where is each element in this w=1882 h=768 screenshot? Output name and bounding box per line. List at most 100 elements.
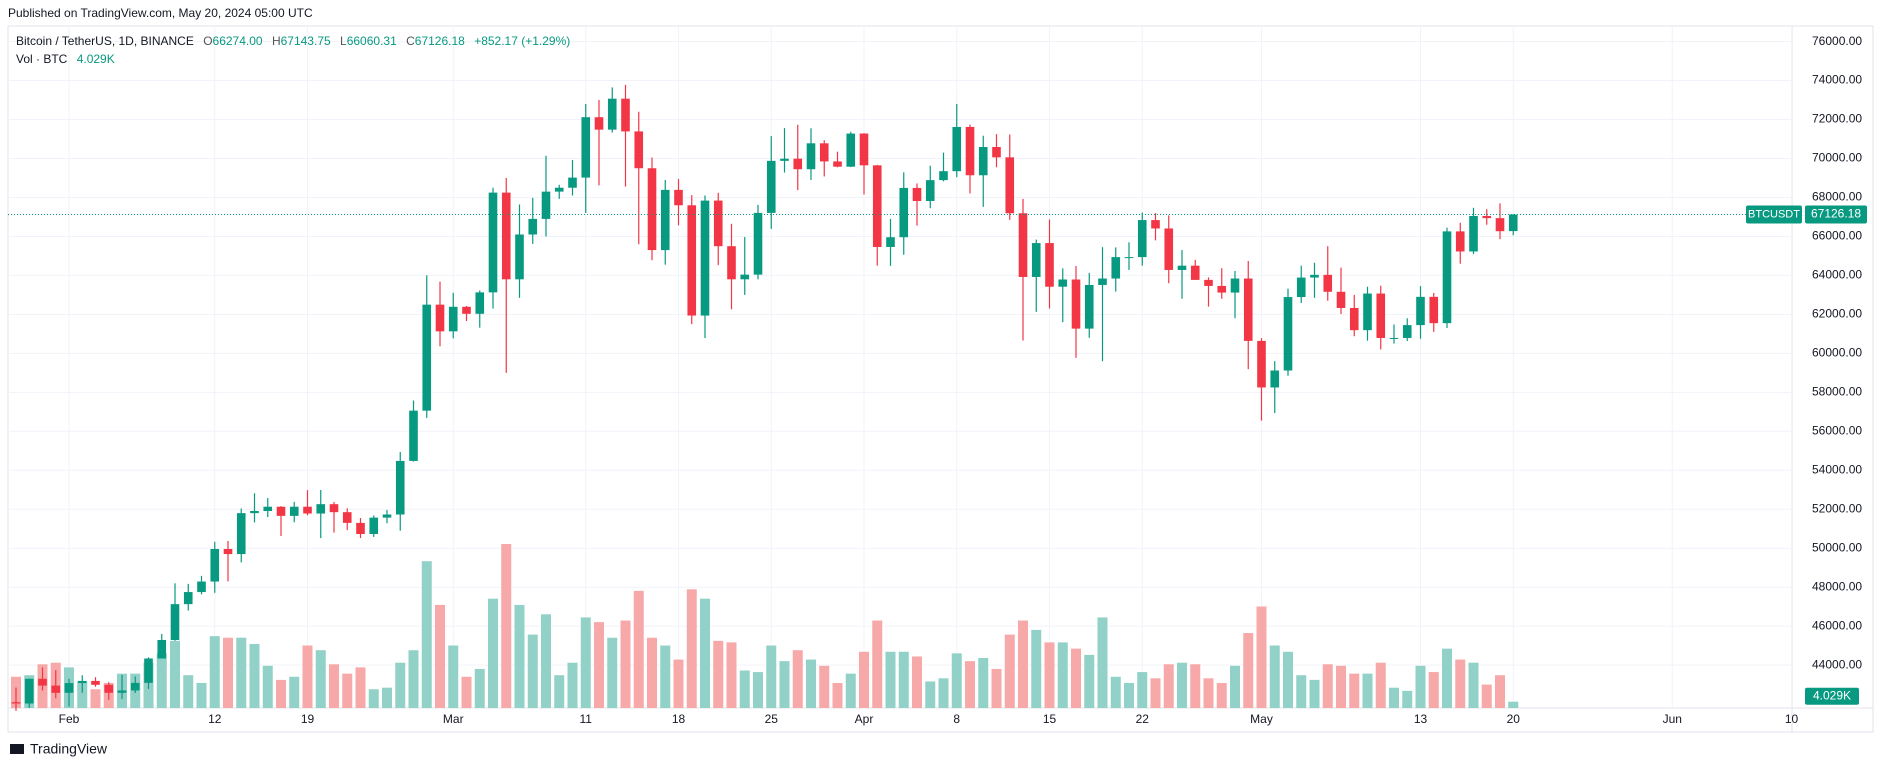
volume-bar bbox=[1481, 684, 1492, 708]
x-tick-label: 10 bbox=[1785, 712, 1799, 726]
volume-bar bbox=[408, 650, 419, 708]
candle-body bbox=[144, 658, 153, 683]
candle-body bbox=[846, 133, 856, 167]
candle-body bbox=[91, 680, 100, 685]
legend-close-label: C bbox=[406, 34, 415, 48]
y-tick-label: 66000.00 bbox=[1812, 229, 1862, 243]
volume-bar bbox=[594, 622, 604, 708]
candle-body bbox=[303, 506, 312, 514]
candle-body bbox=[992, 147, 1001, 158]
volume-bar bbox=[1004, 634, 1015, 708]
volume-bar bbox=[170, 640, 180, 708]
volume-bar bbox=[1336, 665, 1346, 708]
volume-bar bbox=[236, 637, 247, 708]
volume-bar bbox=[527, 634, 538, 708]
volume-bar bbox=[1455, 659, 1466, 708]
volume-bar bbox=[329, 664, 339, 708]
x-tick-label: 11 bbox=[580, 712, 593, 726]
candle-body bbox=[660, 189, 670, 251]
candle-body bbox=[700, 200, 710, 316]
volume-bar bbox=[686, 589, 697, 708]
candle-body bbox=[727, 246, 736, 280]
candle-body bbox=[38, 678, 47, 686]
y-tick-label: 48000.00 bbox=[1812, 579, 1862, 593]
legend-low-label: L bbox=[340, 34, 347, 48]
published-note: Published on TradingView.com, May 20, 20… bbox=[8, 6, 313, 20]
x-tick-label: 15 bbox=[1043, 712, 1057, 726]
volume-bar bbox=[1216, 683, 1227, 708]
volume-bar bbox=[766, 645, 777, 708]
candle-body bbox=[329, 504, 339, 513]
y-tick-label: 46000.00 bbox=[1812, 618, 1862, 632]
volume-bar bbox=[249, 643, 260, 708]
candle-body bbox=[713, 200, 723, 247]
brand-name: TradingView bbox=[30, 741, 108, 757]
volume-bar bbox=[315, 650, 326, 708]
volume-bar bbox=[620, 620, 631, 708]
legend-high: 67143.75 bbox=[281, 34, 331, 48]
y-tick-label: 44000.00 bbox=[1812, 657, 1862, 671]
volume-bar bbox=[1044, 642, 1055, 708]
candle-body bbox=[1349, 307, 1359, 331]
candle-body bbox=[1376, 293, 1386, 338]
chart-frame bbox=[7, 25, 1874, 733]
volume-bar bbox=[77, 681, 88, 708]
legend-symbol: Bitcoin / TetherUS, 1D, BINANCE bbox=[16, 34, 194, 48]
candle-body bbox=[965, 126, 975, 176]
candle-body bbox=[1151, 220, 1160, 229]
volume-bar bbox=[1230, 665, 1240, 708]
candle-body bbox=[316, 504, 326, 514]
candle-body bbox=[117, 690, 127, 693]
volume-bar bbox=[355, 667, 366, 708]
volume-bar bbox=[1243, 633, 1254, 708]
candle-body bbox=[369, 517, 379, 534]
volume-bar bbox=[951, 653, 962, 708]
candle-body bbox=[925, 180, 935, 201]
candle-body bbox=[263, 506, 273, 511]
volume-bar bbox=[885, 651, 896, 708]
candle-body bbox=[1442, 231, 1452, 324]
volume-bar bbox=[501, 544, 512, 708]
x-tick-label: 13 bbox=[1414, 712, 1428, 726]
volume-bar bbox=[1375, 662, 1386, 708]
candle-body bbox=[1243, 278, 1253, 341]
volume-bar bbox=[859, 651, 869, 708]
y-tick-label: 70000.00 bbox=[1812, 151, 1862, 165]
x-tick-label: Feb bbox=[59, 712, 80, 726]
volume-bar bbox=[633, 590, 644, 708]
x-tick-label: 19 bbox=[301, 712, 315, 726]
candle-body bbox=[753, 212, 763, 275]
volume-bar bbox=[1163, 664, 1174, 708]
candle-body bbox=[780, 158, 789, 161]
y-tick-label: 56000.00 bbox=[1812, 423, 1862, 437]
y-tick-label: 72000.00 bbox=[1812, 112, 1862, 126]
candle-body bbox=[1416, 296, 1425, 326]
volume-bar bbox=[1495, 675, 1505, 708]
candle-body bbox=[674, 189, 683, 206]
volume-bar bbox=[554, 675, 565, 708]
candle-body bbox=[104, 684, 114, 693]
candle-body bbox=[886, 237, 895, 247]
candle-body bbox=[1310, 274, 1319, 278]
volume-legend-value: 4.029K bbox=[77, 52, 115, 66]
candle-body bbox=[568, 177, 577, 188]
candle-body bbox=[289, 506, 299, 516]
volume-bar bbox=[1110, 676, 1121, 708]
candle-body bbox=[872, 165, 882, 247]
volume-bar bbox=[700, 598, 710, 708]
candle-body bbox=[24, 678, 34, 704]
volume-bar bbox=[1190, 664, 1201, 708]
volume-bar bbox=[1296, 675, 1307, 708]
candle-body bbox=[1508, 214, 1518, 232]
candle-body bbox=[634, 131, 644, 169]
legend: Bitcoin / TetherUS, 1D, BINANCE O66274.0… bbox=[16, 34, 570, 48]
volume-bar bbox=[806, 659, 816, 708]
volume-bar bbox=[991, 668, 1002, 708]
volume-bar bbox=[262, 665, 273, 708]
candle-body bbox=[51, 685, 61, 693]
y-tick-label: 62000.00 bbox=[1812, 307, 1862, 321]
candle-body bbox=[899, 187, 909, 238]
candle-body bbox=[647, 168, 657, 251]
candle-body bbox=[1137, 220, 1147, 258]
volume-bar bbox=[488, 598, 498, 708]
